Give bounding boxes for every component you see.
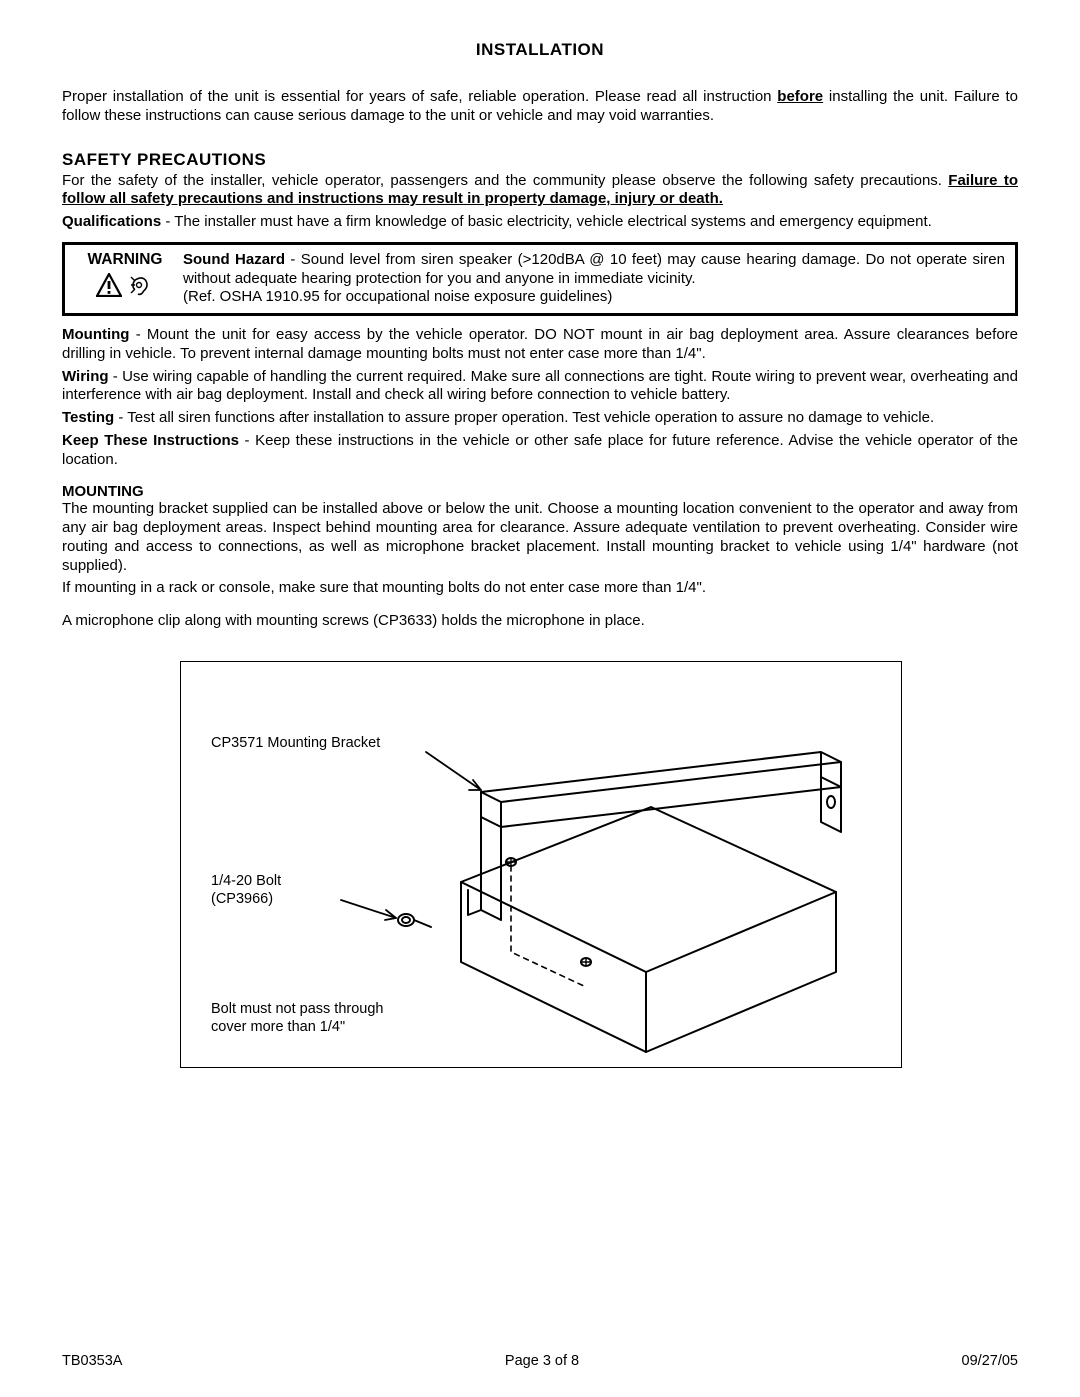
ear-protection-icon: [128, 273, 154, 301]
warning-triangle-icon: [96, 273, 122, 301]
diagram-container: CP3571 Mounting Bracket 1/4-20 Bolt (CP3…: [180, 661, 900, 1068]
safety-paragraph: For the safety of the installer, vehicle…: [62, 172, 1018, 210]
mounting-diagram: CP3571 Mounting Bracket 1/4-20 Bolt (CP3…: [180, 661, 902, 1068]
mounting-label: Mounting: [62, 326, 129, 343]
mounting-p1: The mounting bracket supplied can be ins…: [62, 500, 1018, 575]
diagram-label-note-a: Bolt must not pass through: [211, 1000, 384, 1018]
wiring-label: Wiring: [62, 368, 109, 385]
diagram-label-bolt-b: (CP3966): [211, 890, 273, 908]
safety-heading: SAFETY PRECAUTIONS: [62, 150, 1018, 170]
warning-left: WARNING: [75, 251, 175, 301]
footer-center: Page 3 of 8: [505, 1353, 579, 1369]
warning-icons: [75, 273, 175, 301]
footer-right: 09/27/05: [962, 1353, 1018, 1369]
wiring-text: - Use wiring capable of handling the cur…: [62, 368, 1018, 404]
warning-text-1: - Sound level from siren speaker (>120dB…: [183, 251, 1005, 287]
sound-hazard-label: Sound Hazard: [183, 251, 285, 268]
warning-box: WARNING Soun: [62, 242, 1018, 316]
warning-text: Sound Hazard - Sound level from siren sp…: [175, 251, 1005, 307]
wiring-paragraph: Wiring - Use wiring capable of handling …: [62, 368, 1018, 406]
page-footer: TB0353A Page 3 of 8 09/27/05: [62, 1353, 1018, 1369]
keep-label: Keep These Instructions: [62, 432, 239, 449]
testing-paragraph: Testing - Test all siren functions after…: [62, 409, 1018, 428]
mounting-heading: MOUNTING: [62, 483, 1018, 500]
warning-text-2: (Ref. OSHA 1910.95 for occupational nois…: [183, 288, 612, 305]
testing-label: Testing: [62, 409, 114, 426]
diagram-label-bolt-a: 1/4-20 Bolt: [211, 872, 281, 890]
page-title: INSTALLATION: [62, 40, 1018, 60]
mounting-p3: A microphone clip along with mounting sc…: [62, 612, 1018, 631]
keep-paragraph: Keep These Instructions - Keep these ins…: [62, 432, 1018, 470]
intro-text-a: Proper installation of the unit is essen…: [62, 88, 777, 105]
diagram-label-bracket: CP3571 Mounting Bracket: [211, 734, 380, 752]
intro-paragraph: Proper installation of the unit is essen…: [62, 88, 1018, 126]
warning-label: WARNING: [75, 251, 175, 269]
diagram-label-note-b: cover more than 1/4": [211, 1018, 345, 1036]
mounting-text: - Mount the unit for easy access by the …: [62, 326, 1018, 362]
safety-text-a: For the safety of the installer, vehicle…: [62, 172, 948, 189]
qualifications-text: - The installer must have a firm knowled…: [161, 213, 932, 230]
intro-before: before: [777, 88, 823, 105]
qualifications-label: Qualifications: [62, 213, 161, 230]
footer-left: TB0353A: [62, 1353, 122, 1369]
mounting-paragraph: Mounting - Mount the unit for easy acces…: [62, 326, 1018, 364]
testing-text: - Test all siren functions after install…: [114, 409, 934, 426]
qualifications-paragraph: Qualifications - The installer must have…: [62, 213, 1018, 232]
mounting-p2: If mounting in a rack or console, make s…: [62, 579, 1018, 598]
